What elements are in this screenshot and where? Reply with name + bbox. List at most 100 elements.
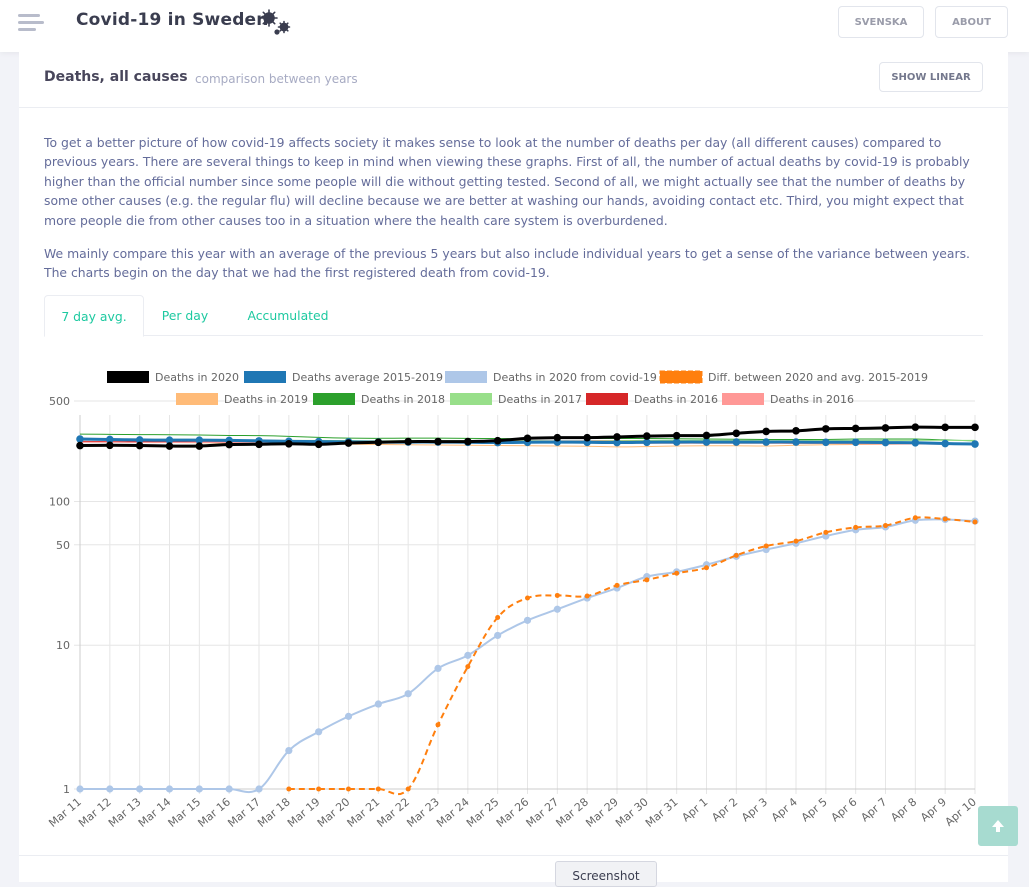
series-point-1 xyxy=(971,440,979,448)
series-point-0 xyxy=(822,425,830,433)
chart-tabs: 7 day avg. Per day Accumulated xyxy=(44,295,983,337)
series-point-2 xyxy=(434,664,442,673)
series-point-0 xyxy=(225,440,233,449)
legend-swatch xyxy=(722,393,764,405)
series-point-2 xyxy=(225,785,233,793)
series-point-1 xyxy=(613,438,621,447)
series-point-2 xyxy=(494,631,502,640)
series-point-3 xyxy=(375,786,381,792)
x-tick-label: Mar 20 xyxy=(315,795,353,830)
about-button[interactable]: ABOUT xyxy=(935,6,1008,38)
legend-label: Deaths in 2019 xyxy=(224,393,308,406)
x-tick-label: Apr 2 xyxy=(709,795,740,824)
series-point-0 xyxy=(881,424,890,432)
series-point-0 xyxy=(792,427,800,435)
x-tick-label: Mar 28 xyxy=(553,795,591,830)
series-point-0 xyxy=(314,440,323,449)
legend-swatch xyxy=(107,371,149,383)
series-point-2 xyxy=(523,616,532,624)
series-point-3 xyxy=(733,552,739,558)
series-point-0 xyxy=(732,429,741,438)
series-point-0 xyxy=(285,439,293,448)
series-point-3 xyxy=(554,592,560,598)
series-point-2 xyxy=(553,605,561,613)
series-point-1 xyxy=(851,438,860,447)
tab-per-day[interactable]: Per day xyxy=(161,308,209,323)
legend-label: Deaths in 2016 xyxy=(634,393,718,406)
series-point-0 xyxy=(106,441,114,450)
card-header: Deaths, all causes comparison between ye… xyxy=(19,52,1008,108)
legend-swatch xyxy=(313,393,355,405)
deaths-card: Deaths, all causes comparison between ye… xyxy=(19,52,1008,882)
series-point-2 xyxy=(136,785,144,793)
series-point-0 xyxy=(941,423,949,432)
series-point-3 xyxy=(674,570,680,576)
series-point-0 xyxy=(195,442,204,450)
series-point-3 xyxy=(465,664,471,670)
series-point-3 xyxy=(435,722,441,728)
series-point-0 xyxy=(374,438,383,447)
series-point-2 xyxy=(404,690,412,698)
method-paragraph: We mainly compare this year with an aver… xyxy=(44,246,970,281)
series-point-1 xyxy=(822,438,830,447)
y-tick-label: 10 xyxy=(56,639,70,652)
series-point-3 xyxy=(405,786,411,792)
legend-label: Deaths in 2020 from covid-19 xyxy=(493,371,657,384)
x-tick-label: Mar 12 xyxy=(76,795,114,830)
x-tick-label: Mar 30 xyxy=(613,795,651,830)
legend-label: Deaths in 2020 xyxy=(155,371,239,384)
tab-7-day-avg[interactable]: 7 day avg. xyxy=(44,295,144,337)
card-footer-divider xyxy=(19,855,1008,856)
screenshot-button[interactable]: Screenshot xyxy=(555,861,657,887)
series-point-3 xyxy=(972,519,978,525)
x-tick-label: Apr 10 xyxy=(943,795,979,828)
series-point-1 xyxy=(941,439,949,448)
series-point-0 xyxy=(553,433,562,442)
series-point-0 xyxy=(702,431,711,440)
series-point-0 xyxy=(404,437,412,446)
series-point-0 xyxy=(583,433,591,442)
series-point-0 xyxy=(851,424,860,433)
series-point-1 xyxy=(76,435,84,443)
series-point-2 xyxy=(374,700,382,708)
series-point-0 xyxy=(165,442,174,450)
intro-paragraph: To get a better picture of how covid-19 … xyxy=(44,135,970,228)
series-point-0 xyxy=(762,427,770,436)
series-point-1 xyxy=(165,436,174,444)
x-tick-label: Mar 21 xyxy=(345,795,383,830)
x-tick-label: Mar 16 xyxy=(195,795,233,830)
series-point-3 xyxy=(525,595,530,601)
series-point-3 xyxy=(346,786,351,792)
series-point-3 xyxy=(793,538,799,544)
series-point-1 xyxy=(195,436,204,444)
arrow-up-icon[interactable] xyxy=(978,806,1018,846)
x-tick-label: Mar 31 xyxy=(643,795,681,830)
card-subtitle: comparison between years xyxy=(195,72,358,86)
top-bar: Covid-19 in Sweden SVENSKA ABOUT xyxy=(0,0,1029,52)
show-linear-button[interactable]: SHOW LINEAR xyxy=(879,62,983,92)
series-point-3 xyxy=(644,577,650,583)
series-point-2 xyxy=(285,746,293,755)
x-tick-label: Mar 27 xyxy=(524,795,562,830)
x-tick-label: Mar 14 xyxy=(136,795,174,830)
x-tick-label: Apr 1 xyxy=(679,795,710,824)
svenska-button[interactable]: SVENSKA xyxy=(838,6,924,38)
x-tick-label: Mar 17 xyxy=(225,795,263,830)
series-point-0 xyxy=(434,437,442,446)
x-tick-label: Apr 7 xyxy=(858,795,889,824)
hamburger-icon[interactable] xyxy=(18,12,44,34)
x-tick-label: Mar 24 xyxy=(434,795,472,830)
tab-accumulated[interactable]: Accumulated xyxy=(247,308,329,323)
series-point-2 xyxy=(76,785,84,793)
series-point-3 xyxy=(316,786,322,792)
series-line-3 xyxy=(288,516,976,796)
card-title: Deaths, all causes xyxy=(44,69,188,85)
series-point-3 xyxy=(912,515,918,521)
x-tick-label: Mar 25 xyxy=(464,795,502,830)
legend-label: Deaths average 2015-2019 xyxy=(292,371,443,384)
series-point-2 xyxy=(106,785,114,793)
x-tick-label: Mar 13 xyxy=(106,795,144,830)
series-point-3 xyxy=(495,614,501,620)
y-tick-label: 500 xyxy=(49,395,70,408)
